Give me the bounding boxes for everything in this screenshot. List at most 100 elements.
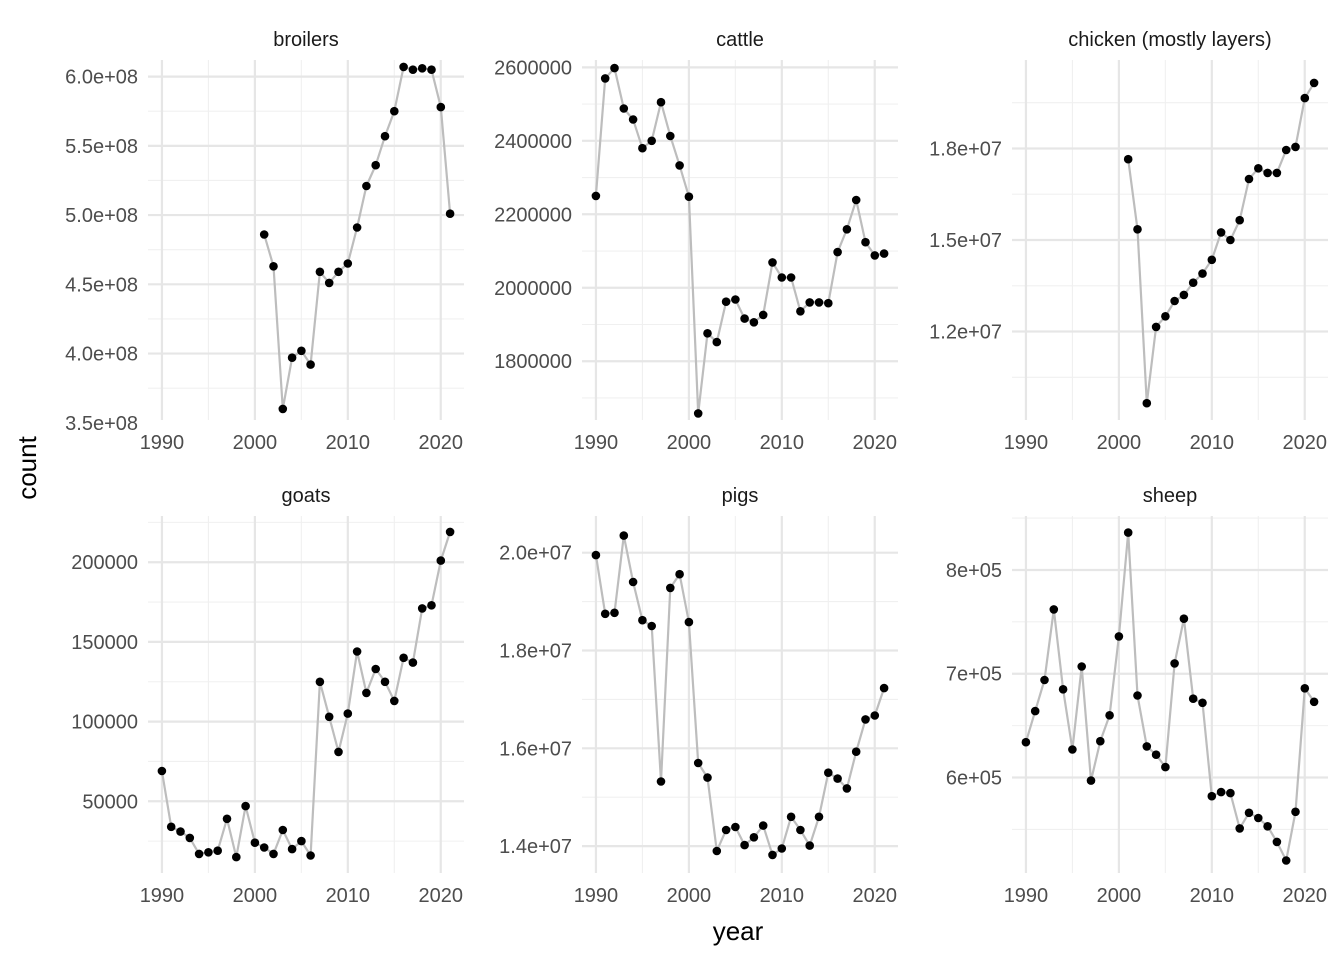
data-point (250, 838, 260, 847)
data-point (796, 307, 805, 316)
y-tick-label: 5.5e+08 (65, 136, 138, 158)
data-point (693, 409, 703, 418)
x-tick-label: 2020 (1283, 432, 1328, 454)
data-point (362, 688, 371, 698)
data-point (241, 801, 250, 811)
x-tick-label: 2020 (853, 432, 898, 454)
data-point (1254, 813, 1263, 823)
data-point (1086, 776, 1096, 785)
data-point (684, 192, 694, 201)
data-point (638, 143, 647, 153)
data-point (786, 812, 796, 822)
data-point (380, 131, 390, 141)
data-point (362, 181, 371, 191)
x-tick-label: 2010 (326, 885, 371, 907)
data-point (1188, 278, 1198, 288)
data-point (675, 569, 684, 579)
data-point (297, 836, 306, 846)
data-point (666, 131, 675, 141)
data-point (436, 102, 446, 112)
data-point (861, 715, 870, 724)
x-tick-label: 1990 (574, 885, 619, 907)
x-tick-label: 2020 (853, 885, 898, 907)
data-point (399, 653, 408, 663)
data-point (1142, 398, 1152, 408)
data-point (656, 97, 666, 107)
data-point (684, 617, 694, 627)
data-point (1291, 142, 1300, 152)
data-point (399, 62, 408, 72)
data-point (352, 647, 362, 656)
data-point (851, 747, 861, 756)
data-point (656, 777, 666, 786)
y-tick-label: 150000 (71, 632, 138, 654)
data-point (758, 310, 768, 320)
x-tick-label: 1990 (1004, 432, 1049, 454)
data-point (259, 230, 269, 239)
y-tick-label: 2200000 (494, 204, 572, 226)
data-point (166, 822, 176, 832)
x-tick-label: 2010 (760, 432, 805, 454)
data-point (1272, 837, 1282, 847)
data-point (408, 65, 418, 74)
data-point (371, 160, 381, 170)
data-point (1170, 659, 1179, 668)
data-point (334, 747, 343, 757)
data-point (1123, 154, 1133, 164)
facet-title-pigs: pigs (722, 485, 759, 507)
panel-chicken-mostly-layers: chicken (mostly layers) 1990 2000 2010 2020 1… (929, 29, 1328, 454)
data-point (1179, 614, 1189, 623)
x-tick-label: 2010 (1190, 885, 1235, 907)
data-point (1281, 145, 1291, 155)
y-tick-label: 1.8e+07 (929, 138, 1002, 160)
data-point (352, 223, 362, 232)
y-tick-label: 3.5e+08 (65, 413, 138, 435)
data-point (638, 615, 647, 625)
data-point (870, 711, 880, 720)
data-point (628, 577, 638, 587)
data-point (749, 318, 759, 327)
x-tick-label: 2000 (667, 885, 712, 907)
data-point (427, 65, 436, 74)
x-tick-label: 2010 (760, 885, 805, 907)
data-point (417, 64, 427, 73)
data-point (879, 249, 889, 258)
data-point (731, 822, 740, 832)
x-tick-label: 1990 (574, 432, 619, 454)
data-point (269, 262, 278, 271)
data-point (445, 209, 455, 218)
data-point (1040, 675, 1049, 685)
data-point (833, 774, 842, 783)
data-point (749, 833, 759, 842)
y-tick-label: 100000 (71, 712, 138, 734)
data-point (1309, 697, 1319, 707)
data-point (1133, 691, 1142, 700)
y-tick-label: 1.4e+07 (499, 836, 572, 858)
data-point (287, 844, 297, 854)
data-point (666, 583, 675, 593)
data-point (814, 812, 824, 822)
y-tick-label: 1.8e+07 (499, 640, 572, 662)
data-point (600, 74, 610, 83)
x-tick-label: 1990 (1004, 885, 1049, 907)
data-point (1077, 662, 1086, 671)
x-axis-title: year (713, 916, 764, 946)
data-point (610, 63, 619, 73)
data-point (1263, 168, 1272, 178)
data-point (1300, 93, 1310, 103)
data-point (222, 814, 232, 824)
data-point (1235, 215, 1244, 225)
data-point (1207, 255, 1217, 265)
data-point (1216, 228, 1226, 237)
x-tick-label: 1990 (140, 432, 185, 454)
data-point (343, 709, 353, 718)
data-point (1198, 269, 1207, 278)
y-tick-label: 1.6e+07 (499, 738, 572, 760)
data-point (315, 677, 325, 687)
x-tick-label: 2020 (419, 432, 464, 454)
y-tick-label: 8e+05 (946, 560, 1002, 582)
data-point (768, 850, 777, 860)
data-point (194, 849, 204, 859)
data-point (1021, 737, 1031, 747)
